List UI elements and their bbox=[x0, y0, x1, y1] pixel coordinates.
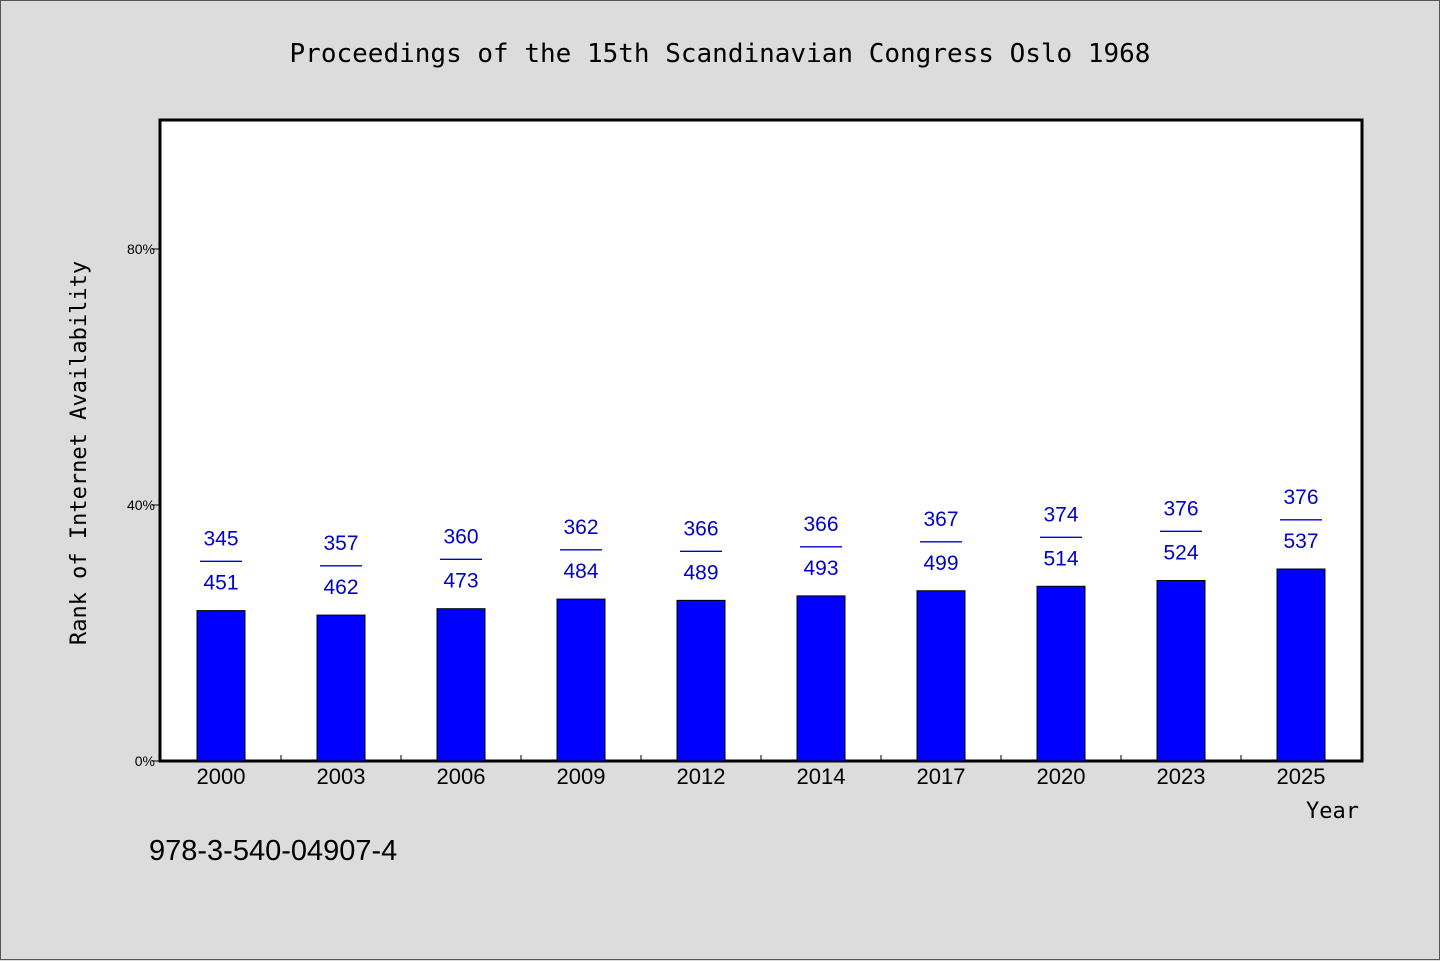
data-label-separator: —— bbox=[560, 537, 602, 560]
x-axis: 2000 2003 2006 2009 2012 2014 2017 2020 2023 2025 bbox=[197, 755, 1326, 789]
x-tick-label: 2000 bbox=[197, 764, 246, 789]
bar-series bbox=[196, 568, 1326, 762]
bar bbox=[316, 614, 366, 762]
data-label-top: 362 bbox=[563, 516, 598, 539]
data-labels: 345——451357——462360——473362——484366——489… bbox=[200, 486, 1322, 599]
x-tick-label: 2006 bbox=[437, 764, 486, 789]
data-label-top: 366 bbox=[803, 513, 838, 536]
data-label-bottom: 484 bbox=[563, 560, 598, 583]
data-label-separator: —— bbox=[1280, 507, 1322, 530]
data-label-bottom: 537 bbox=[1283, 530, 1318, 553]
y-axis-label: Rank of Internet Availability bbox=[67, 261, 92, 645]
bar bbox=[676, 599, 726, 762]
data-label-top: 357 bbox=[323, 532, 358, 555]
y-tick-label: 80% bbox=[127, 241, 155, 257]
data-label-top: 376 bbox=[1163, 498, 1198, 521]
x-axis-label: Year bbox=[1306, 799, 1359, 824]
data-label-bottom: 451 bbox=[203, 572, 238, 595]
data-label-bottom: 524 bbox=[1163, 542, 1198, 565]
chart-title: Proceedings of the 15th Scandinavian Con… bbox=[290, 39, 1151, 69]
x-tick-label: 2003 bbox=[317, 764, 366, 789]
y-tick-label: 40% bbox=[127, 497, 155, 513]
data-label-separator: —— bbox=[920, 529, 962, 552]
bar bbox=[1156, 580, 1206, 762]
x-tick-label: 2025 bbox=[1277, 764, 1326, 789]
data-label-top: 360 bbox=[443, 526, 478, 549]
data-label-top: 374 bbox=[1043, 503, 1078, 526]
x-tick-label: 2012 bbox=[677, 764, 726, 789]
data-label-separator: —— bbox=[1160, 519, 1202, 542]
data-label-separator: —— bbox=[680, 538, 722, 561]
data-label-bottom: 499 bbox=[923, 552, 958, 575]
data-label-top: 367 bbox=[923, 508, 958, 531]
bar bbox=[436, 608, 486, 762]
data-label-separator: —— bbox=[440, 547, 482, 570]
y-tick-label: 0% bbox=[135, 753, 155, 769]
bar bbox=[796, 595, 846, 762]
x-tick-label: 2014 bbox=[797, 764, 846, 789]
bar bbox=[556, 598, 606, 762]
data-label-separator: —— bbox=[1040, 524, 1082, 547]
x-tick-label: 2023 bbox=[1157, 764, 1206, 789]
bar bbox=[1036, 585, 1086, 762]
isbn-footnote: 978-3-540-04907-4 bbox=[149, 835, 398, 867]
data-label-bottom: 462 bbox=[323, 576, 358, 599]
x-tick-label: 2017 bbox=[917, 764, 966, 789]
x-tick-label: 2020 bbox=[1037, 764, 1086, 789]
bar bbox=[196, 610, 246, 762]
y-axis: 0% 40% 80% bbox=[127, 241, 161, 769]
data-label-top: 376 bbox=[1283, 486, 1318, 509]
data-label-top: 345 bbox=[203, 528, 238, 551]
data-label-bottom: 489 bbox=[683, 561, 718, 584]
bar bbox=[916, 590, 966, 762]
data-label-separator: —— bbox=[800, 534, 842, 557]
data-label-top: 366 bbox=[683, 517, 718, 540]
data-label-bottom: 493 bbox=[803, 557, 838, 580]
data-label-separator: —— bbox=[320, 553, 362, 576]
bar bbox=[1276, 568, 1326, 762]
data-label-bottom: 514 bbox=[1043, 547, 1078, 570]
data-label-separator: —— bbox=[200, 549, 242, 572]
data-label-bottom: 473 bbox=[443, 570, 478, 593]
x-tick-label: 2009 bbox=[557, 764, 606, 789]
